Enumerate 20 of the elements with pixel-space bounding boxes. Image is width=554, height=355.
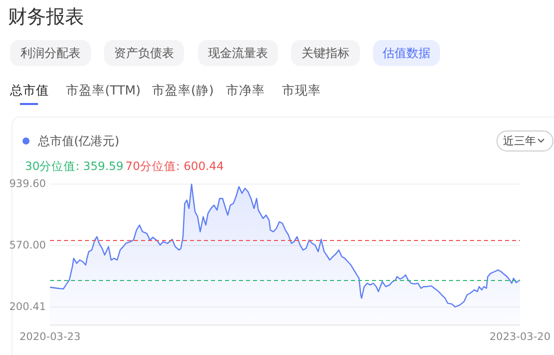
text: 资产负债表 [114,46,174,60]
text: 市盈率(静) [152,82,214,98]
text: 市净率 [226,82,265,98]
text: 市盈率(TTM) [66,82,141,98]
x-tick-label: 2023-03-20 [489,331,551,343]
ref-line-label: 30分位值: 359.59 [25,159,124,173]
ref-line-label: 70分位值: 600.44 [125,159,224,173]
text: 估值数据 [382,46,430,60]
y-tick-label: 570.00 [9,240,46,252]
y-tick-label: 200.41 [9,300,46,313]
y-tick-label: 939.60 [9,178,46,190]
legend-label: 总市值(亿港元) [37,134,120,148]
x-tick-label: 2020-03-23 [19,331,81,343]
text: 近三年 [503,134,536,148]
text: 总市值 [9,82,49,98]
text: 现金流量表 [208,46,268,60]
text: 市现率 [282,82,321,98]
chart-title: 财务报表 [8,6,84,28]
text: 关键指标 [302,46,350,60]
text: 利润分配表 [20,46,80,60]
